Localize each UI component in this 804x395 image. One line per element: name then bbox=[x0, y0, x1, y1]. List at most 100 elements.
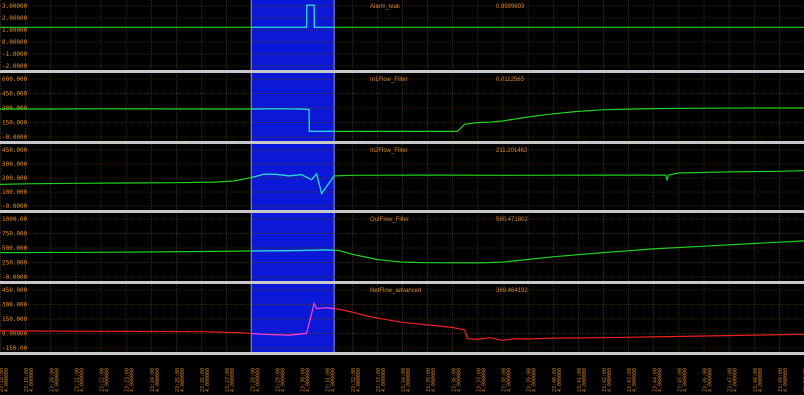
x-tick-label: 4.000000 bbox=[708, 368, 714, 392]
x-tick-label: 4.000000 bbox=[657, 368, 663, 392]
x-tick-group: 23:48:00 4.000000 bbox=[753, 368, 764, 392]
x-tick-group: 23:37:00 4.000000 bbox=[476, 368, 487, 392]
y-tick-label: 150.000 bbox=[2, 120, 28, 127]
x-tick-label: 4.000000 bbox=[507, 368, 513, 392]
x-tick-label: 4.000000 bbox=[331, 368, 337, 392]
x-tick-label: 23:33:00 bbox=[376, 368, 382, 392]
x-tick-group: 23:30:00 4.000000 bbox=[301, 368, 312, 392]
x-tick-group: 23:25:00 4.000000 bbox=[175, 368, 186, 392]
x-tick-label: 4.000000 bbox=[79, 368, 85, 392]
panel-title: Alarm_leak bbox=[370, 4, 401, 10]
y-tick-label: 300.000 bbox=[2, 302, 28, 309]
panel-readout: 211.201462 bbox=[496, 148, 528, 154]
x-tick-label: 23:27:00 bbox=[225, 368, 231, 392]
x-tick-label: 4.000000 bbox=[783, 368, 789, 392]
x-tick-group: 23:49:00 4.000000 bbox=[778, 368, 789, 392]
y-tick-label: 1.00000 bbox=[2, 27, 28, 34]
x-tick-label: 23:43:00 bbox=[627, 368, 633, 392]
x-tick-group: 23:28:00 4.000000 bbox=[250, 368, 261, 392]
y-tick-label: 150.000 bbox=[2, 316, 28, 323]
x-tick-group: 23:39:00 4.000000 bbox=[527, 368, 538, 392]
x-tick-label: 23:48:00 bbox=[753, 368, 759, 392]
y-tick-label: 750.000 bbox=[2, 231, 28, 238]
x-tick-label: 23:22:00 bbox=[100, 368, 106, 392]
x-tick-label: 4.000000 bbox=[29, 368, 35, 392]
series-line-selected-NetFlow_advanced bbox=[251, 301, 335, 336]
x-tick-label: 23:40:00 bbox=[552, 368, 558, 392]
y-tick-label: 3.00000 bbox=[2, 3, 28, 10]
x-tick-label: 23:35:00 bbox=[426, 368, 432, 392]
x-tick-group: 23:19:00 4.000000 bbox=[24, 368, 35, 392]
x-tick-label: 23:24:00 bbox=[150, 368, 156, 392]
x-tick-label: 23:20:00 bbox=[49, 368, 55, 392]
panel-readout: 369.464192 bbox=[496, 288, 528, 294]
y-tick-label: -0.0000 bbox=[2, 134, 28, 141]
panel-title: In2Flow_Filter bbox=[370, 148, 408, 154]
y-tick-label: 1000.00 bbox=[2, 216, 28, 223]
x-tick-group: 23:47:00 4.000000 bbox=[728, 368, 739, 392]
y-tick-label: 2.00000 bbox=[2, 15, 28, 22]
x-tick-group: 23:18:00 4.000000 bbox=[0, 368, 10, 392]
y-tick-label: -2.0000 bbox=[2, 63, 28, 70]
panel-separator bbox=[0, 70, 804, 73]
x-tick-label: 4.000000 bbox=[280, 368, 286, 392]
x-tick-group: 23:29:00 4.000000 bbox=[275, 368, 286, 392]
y-tick-label: 500.000 bbox=[2, 245, 28, 252]
x-tick-label: 23:31:00 bbox=[326, 368, 332, 392]
panel-readout: 0.9999693 bbox=[496, 4, 525, 10]
y-tick-label: -0.0000 bbox=[2, 274, 28, 281]
x-tick-label: 4.000000 bbox=[54, 368, 60, 392]
x-tick-group: 23:26:00 4.000000 bbox=[200, 368, 211, 392]
x-tick-group: 23:43:00 4.000000 bbox=[627, 368, 638, 392]
x-tick-group: 23:41:00 4.000000 bbox=[577, 368, 588, 392]
x-tick-label: 4.000000 bbox=[130, 368, 136, 392]
x-tick-group: 23:21:00 4.000000 bbox=[74, 368, 85, 392]
panel-separator bbox=[0, 281, 804, 284]
y-tick-label: 300.000 bbox=[2, 161, 28, 168]
y-tick-label: 250.000 bbox=[2, 260, 28, 267]
x-tick-label: 23:18:00 bbox=[0, 368, 5, 392]
panel-title: NetFlow_advanced bbox=[370, 288, 421, 294]
x-tick-label: 23:41:00 bbox=[577, 368, 583, 392]
y-tick-label: 0.00000 bbox=[2, 331, 28, 338]
x-tick-label: 23:49:00 bbox=[778, 368, 784, 392]
x-tick-label: 23:25:00 bbox=[175, 368, 181, 392]
x-tick-group: 23:36:00 4.000000 bbox=[451, 368, 462, 392]
x-tick-group: 23:40:00 4.000000 bbox=[552, 368, 563, 392]
y-tick-label: 450.000 bbox=[2, 287, 28, 294]
x-tick-group: 23:22:00 4.000000 bbox=[100, 368, 111, 392]
x-tick-group: 23:38:00 4.000000 bbox=[502, 368, 513, 392]
x-tick-label: 4.000000 bbox=[481, 368, 487, 392]
panel-readout: 580.471802 bbox=[496, 217, 528, 223]
y-tick-label: 450.000 bbox=[2, 91, 28, 98]
panel-separator bbox=[0, 352, 804, 355]
x-tick-group: 23:27:00 4.000000 bbox=[225, 368, 236, 392]
x-tick-group: 23:32:00 4.000000 bbox=[351, 368, 362, 392]
x-tick-label: 23:30:00 bbox=[301, 368, 307, 392]
y-tick-label: 0.00000 bbox=[2, 39, 28, 46]
x-tick-group: 23:42:00 4.000000 bbox=[602, 368, 613, 392]
x-tick-label: 4.000000 bbox=[682, 368, 688, 392]
panel-title: In1Flow_Filter bbox=[370, 77, 408, 83]
series-line-selected-Alarm_leak bbox=[251, 4, 335, 28]
x-tick-label: 23:47:00 bbox=[728, 368, 734, 392]
x-tick-label: 23:32:00 bbox=[351, 368, 357, 392]
x-tick-label: 23:46:00 bbox=[703, 368, 709, 392]
x-tick-label: 4.000000 bbox=[381, 368, 387, 392]
x-tick-group: 23:23:00 4.000000 bbox=[125, 368, 136, 392]
x-tick-label: 23:19:00 bbox=[24, 368, 30, 392]
x-tick-label: 4.000000 bbox=[205, 368, 211, 392]
series-line-Alarm_leak bbox=[0, 4, 804, 28]
x-tick-label: 23:26:00 bbox=[200, 368, 206, 392]
panel-title: OutFlow_Filter bbox=[370, 217, 409, 223]
x-tick-label: 23:23:00 bbox=[125, 368, 131, 392]
x-tick-group: 23:35:00 4.000000 bbox=[426, 368, 437, 392]
series-line-selected-OutFlow_Filter bbox=[251, 249, 335, 252]
x-tick-label: 4.000000 bbox=[406, 368, 412, 392]
x-tick-label: 4.000000 bbox=[758, 368, 764, 392]
x-tick-label: 4.000000 bbox=[431, 368, 437, 392]
y-tick-label: -0.0000 bbox=[2, 203, 28, 210]
panel-readout: 0.0112565 bbox=[496, 77, 525, 83]
